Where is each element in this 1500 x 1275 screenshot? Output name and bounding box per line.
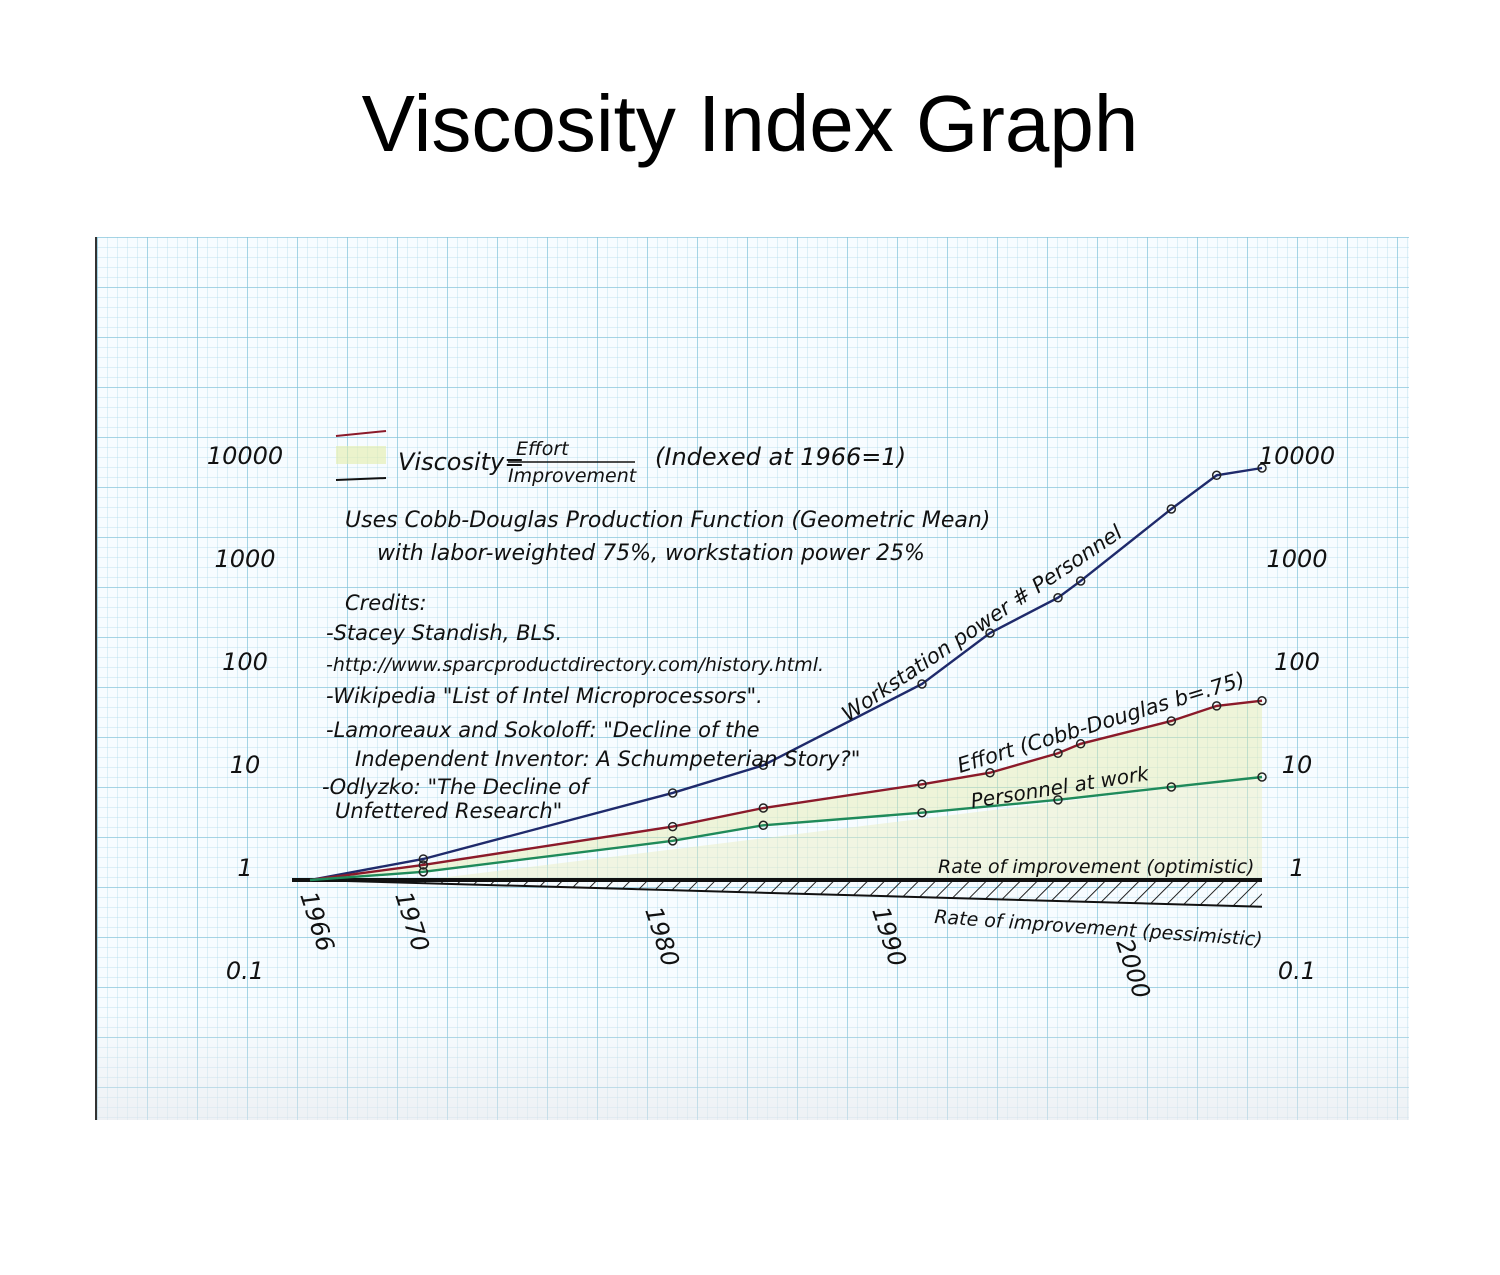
x-tick-label: 1966 [294,888,340,955]
data-point [758,803,769,813]
y-tick-right: 100 [1274,648,1320,676]
data-point [418,854,429,864]
formula-numerator: Effort [516,438,570,460]
data-point [667,836,678,846]
shaded-region-improvement [423,777,1262,880]
data-point [1211,470,1222,481]
formula-indexed: (Indexed at 1966=1) [655,443,906,471]
y-tick-left: 10000 [207,442,283,470]
x-tick-label: 1970 [389,888,435,955]
pessimistic-label: Rate of improvement (pessimistic) [934,906,1264,951]
series-line-0 [309,466,1263,882]
series-line-1 [309,699,1263,882]
formula-denominator: Improvement [508,465,638,487]
data-point [1075,576,1086,586]
data-point [917,807,927,818]
slide-title: Viscosity Index Graph [361,79,1139,168]
x-tick-label: 1990 [866,903,912,970]
formula-lhs: Viscosity= [398,448,524,476]
y-tick-right: 10 [1282,751,1313,779]
pessimistic-line [309,879,1263,908]
y-tick-right: 0.1 [1278,957,1316,985]
data-point [667,821,678,832]
data-point [1075,739,1086,749]
y-tick-right: 1000 [1266,545,1327,573]
y-tick-right: 1 [1289,854,1304,882]
y-tick-left: 1000 [214,545,275,573]
data-point [985,767,995,778]
x-tick-label: 1980 [639,903,685,970]
credit-line: -Odlyzko: "The Decline of [322,775,592,799]
data-point [758,820,769,831]
series-line-2 [309,775,1263,882]
credit-line: -http://www.sparcproductdirectory.com/hi… [326,654,824,676]
legend-swatch-effort [335,430,387,437]
data-point [917,679,927,689]
data-point [418,860,429,870]
data-point [1211,701,1222,711]
data-point [667,788,678,798]
data-point [985,628,995,638]
optimistic-label: Rate of improvement (optimistic) [938,856,1254,878]
credit-line: Unfettered Research" [335,799,562,823]
legend-swatch-improvement [335,477,387,481]
data-point [1166,716,1177,726]
y-tick-left: 10 [230,751,261,779]
data-point [1257,463,1267,473]
x-tick-label: 2000 [1110,935,1156,1002]
credit-line: -Stacey Standish, BLS. [326,621,562,645]
credit-line: -Lamoreaux and Sokoloff: "Decline of the [326,718,760,742]
data-point [1257,772,1267,782]
data-point [1053,795,1063,805]
credit-line: Credits: [345,591,427,615]
data-point [1053,592,1063,603]
method-note-1: Uses Cobb-Douglas Production Function (G… [345,508,990,533]
y-tick-right: 10000 [1259,442,1335,470]
data-point [1166,782,1177,792]
data-point [1053,748,1063,759]
legend-swatch-shade [336,446,386,464]
data-point [1257,695,1267,706]
y-tick-left: 100 [222,648,268,676]
credit-line: Independent Inventor: A Schumpeterian St… [355,747,860,771]
method-note-2: with labor-weighted 75%, workstation pow… [377,541,925,566]
credit-line: -Wikipedia "List of Intel Microprocessor… [326,684,763,708]
data-point [758,760,769,771]
data-point [418,867,429,877]
data-point [1166,504,1177,514]
shaded-region-effort [310,700,1262,880]
y-tick-left: 1 [237,854,252,882]
y-tick-left: 0.1 [226,957,264,985]
graph-paper [95,237,1409,1120]
data-point [917,779,927,790]
